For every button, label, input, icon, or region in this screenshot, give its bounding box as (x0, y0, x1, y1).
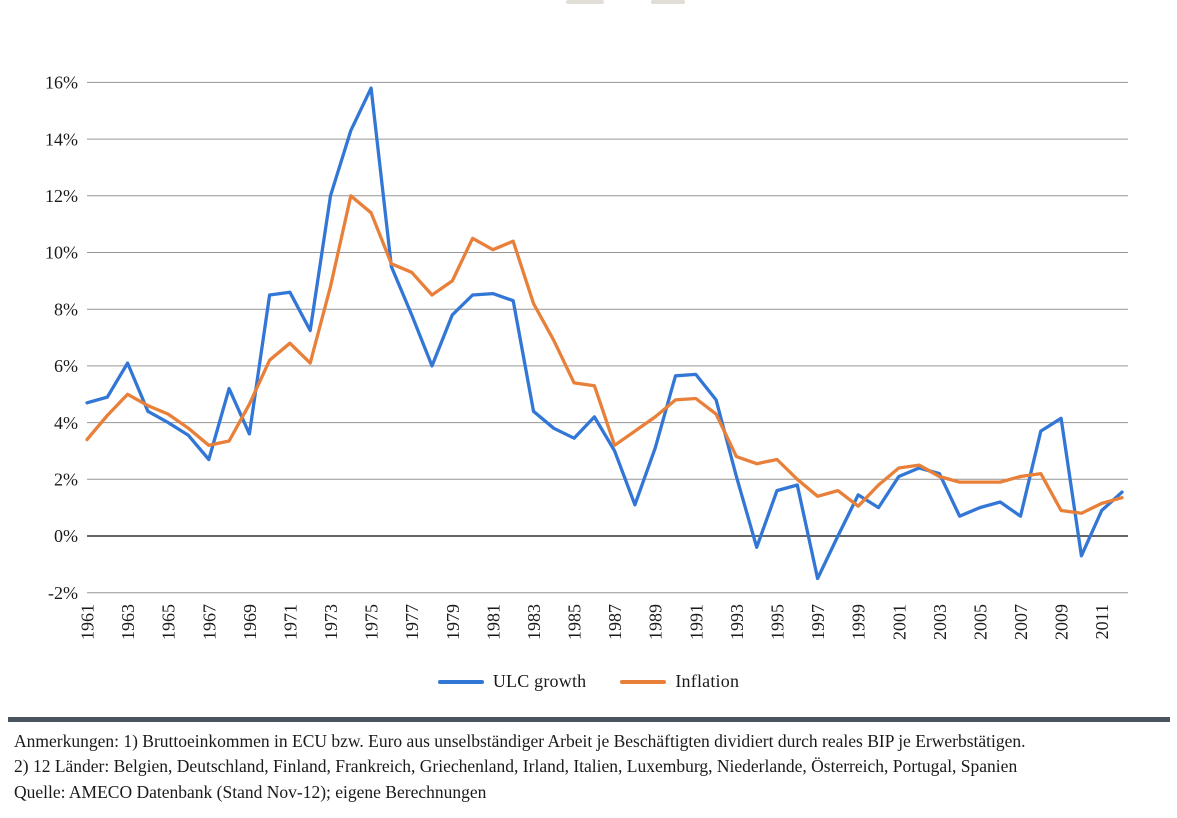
y-tick-label-6: 6% (54, 356, 78, 376)
x-tick-label-1989: 1989 (646, 604, 666, 640)
line-chart: 16% 14% 12% 10% 8% 6% 4% 2% 0% -2% 1961 1963 1965 19… (45, 73, 1128, 640)
y-tick-label-4: 4% (54, 413, 78, 433)
x-axis-labels: 1961 1963 1965 1967 1969 1971 1973 1975 1977 1979… (78, 604, 1113, 640)
cropped-title-remnant (651, 0, 685, 4)
x-tick-label-2007: 2007 (1011, 604, 1031, 640)
x-tick-label-1981: 1981 (483, 604, 503, 640)
x-tick-label-1997: 1997 (808, 604, 828, 640)
series-line-ulc-growth (85, 86, 1124, 581)
legend-item-ulc-growth: ULC growth (437, 671, 587, 692)
footer-note-line3: Quelle: AMECO Datenbank (Stand Nov-12); … (14, 781, 487, 802)
inflation-line-swatch (620, 679, 667, 684)
chart-svg: 16%14%12%10%8%6%4%2%0%-2% 1961 1963 1965 19… (45, 73, 1128, 640)
x-tick-label-1969: 1969 (240, 604, 260, 640)
series-line-inflation (85, 194, 1124, 515)
x-tick-label-1975: 1975 (362, 604, 382, 640)
x-tick-label-2011: 2011 (1092, 604, 1112, 639)
legend-label-inflation: Inflation (675, 671, 740, 691)
x-tick-label-2001: 2001 (889, 604, 909, 640)
x-tick-label-1979: 1979 (443, 604, 463, 640)
y-tick-label-10: 10% (45, 243, 78, 263)
y-axis-labels: 16% 14% 12% 10% 8% 6% 4% 2% 0% -2% (45, 73, 78, 603)
y-tick-label-8: 8% (54, 299, 78, 319)
x-tick-label-1963: 1963 (118, 604, 138, 640)
y-tick-label-0: 0% (54, 526, 78, 546)
x-tick-label-1977: 1977 (402, 604, 422, 640)
x-tick-label-2005: 2005 (970, 604, 990, 640)
x-tick-label-1965: 1965 (159, 604, 179, 640)
footer-divider (8, 717, 1170, 722)
cropped-title-remnant (566, 0, 604, 4)
x-tick-label-1967: 1967 (199, 604, 219, 640)
x-tick-label-1973: 1973 (321, 604, 341, 640)
y-tick-label-2: 2% (54, 470, 78, 490)
x-tick-label-1983: 1983 (524, 604, 544, 640)
x-tick-label-1961: 1961 (78, 604, 98, 640)
series-lines (85, 86, 1124, 581)
x-tick-label-2003: 2003 (930, 604, 950, 640)
x-tick-label-1995: 1995 (768, 604, 788, 640)
x-tick-label-1987: 1987 (605, 604, 625, 640)
y-tick-label--2: -2% (48, 583, 78, 603)
footer-notes: Anmerkungen: 1) Bruttoeinkommen in ECU b… (14, 729, 1169, 805)
legend-item-inflation: Inflation (620, 671, 739, 692)
x-tick-label-2009: 2009 (1052, 604, 1072, 640)
x-tick-label-1993: 1993 (727, 604, 747, 640)
y-tick-label-12: 12% (45, 186, 78, 206)
ulc-growth-line-swatch (437, 679, 484, 684)
footer-note-line2: 2) 12 Länder: Belgien, Deutschland, Finl… (14, 756, 1018, 777)
x-tick-label-1971: 1971 (280, 604, 300, 640)
x-tick-label-1991: 1991 (686, 604, 706, 640)
gridlines (87, 81, 1128, 594)
footer-note-line1: Anmerkungen: 1) Bruttoeinkommen in ECU b… (14, 731, 1026, 751)
x-tick-label-1999: 1999 (849, 604, 869, 640)
chart-legend: ULC growth Inflation (0, 671, 1177, 692)
legend-label-ulc-growth: ULC growth (492, 671, 587, 691)
x-tick-label-1985: 1985 (565, 604, 585, 640)
y-tick-label-14: 14% (45, 129, 78, 149)
y-tick-label-16: 16% (45, 73, 78, 93)
